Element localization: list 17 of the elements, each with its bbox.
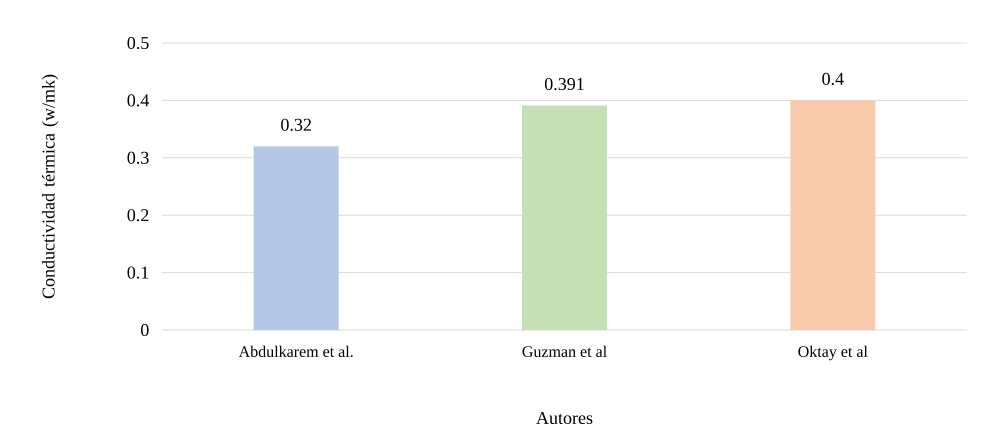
x-tick-label: Oktay et al [798, 346, 868, 360]
y-tick-label: 0.5 [127, 36, 149, 50]
y-tick-label: 0.4 [127, 94, 150, 107]
y-axis-title: Conductividad térmica (w/mk) [42, 74, 58, 298]
bar [790, 100, 876, 330]
y-tick-label: 0.3 [127, 152, 149, 164]
bar [522, 106, 607, 330]
bar [254, 146, 339, 330]
x-tick-label: Abdulkarem et al. [238, 346, 353, 358]
data-label: 0.4 [822, 72, 844, 86]
data-label: 0.32 [281, 118, 311, 131]
x-axis-title: Autores [536, 412, 592, 424]
x-tick-label: Guzman et al [522, 346, 607, 357]
data-label: 0.391 [544, 78, 584, 90]
y-tick-label: 0 [140, 324, 149, 336]
y-tick-label: 0.2 [127, 209, 148, 222]
y-tick-label: 0.1 [127, 266, 148, 279]
